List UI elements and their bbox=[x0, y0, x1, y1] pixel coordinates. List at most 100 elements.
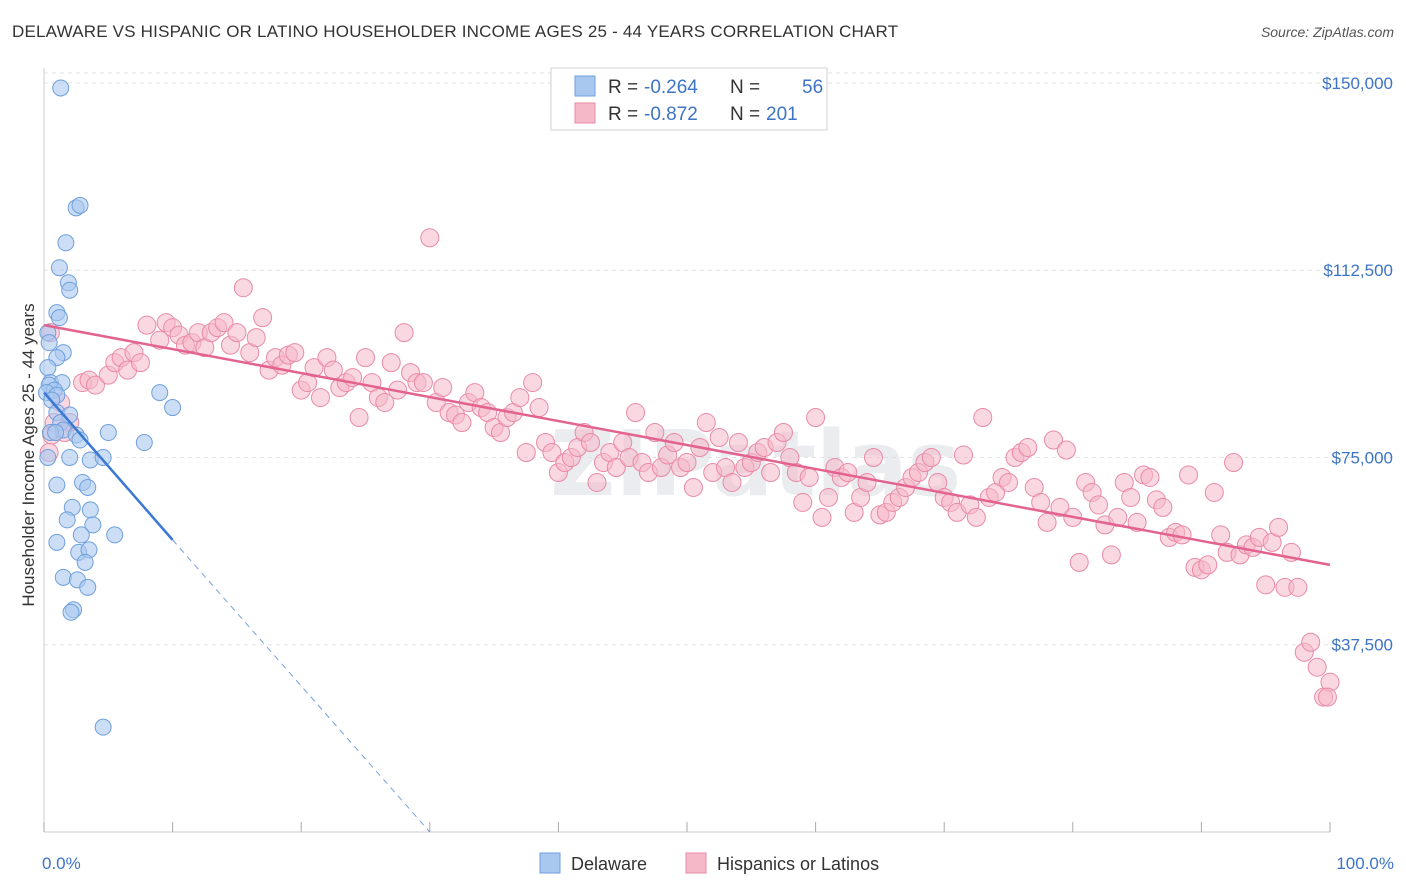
hispanic-point-152 bbox=[1018, 438, 1038, 458]
delaware-point-53 bbox=[62, 603, 80, 621]
chart-title: DELAWARE VS HISPANIC OR LATINO HOUSEHOLD… bbox=[12, 22, 899, 41]
delaware-point-22 bbox=[164, 399, 182, 417]
hispanic-point-173 bbox=[1153, 497, 1173, 517]
delaware-point-35 bbox=[94, 448, 112, 466]
hispanic-point-64 bbox=[452, 413, 472, 433]
delaware-point-48 bbox=[76, 553, 94, 571]
hispanic-point-160 bbox=[1069, 552, 1089, 572]
hispanic-point-171 bbox=[1140, 467, 1160, 487]
delaware-point-0 bbox=[52, 79, 70, 97]
delaware-point-10 bbox=[40, 334, 58, 352]
hispanic-point-55 bbox=[394, 323, 414, 343]
hispanic-point-156 bbox=[1044, 430, 1064, 450]
delaware-point-21 bbox=[151, 384, 169, 402]
delaware-point-28 bbox=[47, 424, 65, 442]
hispanic-point-121 bbox=[818, 487, 838, 507]
hispanic-point-58 bbox=[413, 373, 433, 393]
delaware-point-51 bbox=[79, 578, 97, 596]
hispanic-point-104 bbox=[709, 428, 729, 448]
bottom-legend-label-delaware: Delaware bbox=[571, 854, 647, 874]
legend-r-value-1: -0.264 bbox=[644, 77, 698, 98]
hispanic-point-106 bbox=[722, 472, 742, 492]
hispanic-point-9 bbox=[85, 375, 105, 395]
hispanic-point-73 bbox=[510, 388, 530, 408]
hispanic-point-29 bbox=[227, 323, 247, 343]
y-tick-label-3: $150,000 bbox=[1322, 74, 1393, 93]
hispanic-point-149 bbox=[999, 472, 1018, 492]
delaware-points bbox=[38, 79, 182, 736]
delaware-point-40 bbox=[81, 501, 99, 519]
delaware-point-38 bbox=[79, 478, 97, 496]
hispanic-point-61 bbox=[433, 378, 453, 398]
hispanic-point-181 bbox=[1204, 482, 1224, 502]
hispanic-point-27 bbox=[214, 313, 234, 333]
hispanic-point-163 bbox=[1089, 495, 1109, 515]
delaware-point-49 bbox=[54, 568, 72, 586]
hispanic-point-107 bbox=[728, 433, 748, 453]
delaware-point-45 bbox=[48, 533, 66, 551]
hispanic-point-194 bbox=[1288, 577, 1308, 597]
delaware-point-13 bbox=[39, 359, 57, 377]
x-tick-label-end: 100.0% bbox=[1336, 854, 1394, 873]
hispanic-point-189 bbox=[1256, 575, 1276, 595]
hispanic-point-137 bbox=[921, 447, 941, 467]
hispanic-point-180 bbox=[1198, 555, 1218, 575]
hispanic-point-85 bbox=[587, 472, 607, 492]
bottom-legend-swatch-hispanic bbox=[685, 852, 707, 874]
hispanic-point-145 bbox=[973, 408, 993, 428]
delaware-point-32 bbox=[135, 434, 153, 452]
hispanic-point-177 bbox=[1179, 465, 1199, 485]
hispanic-point-128 bbox=[863, 447, 883, 467]
delaware-point-30 bbox=[99, 424, 117, 442]
hispanic-point-200 bbox=[1317, 687, 1337, 707]
hispanic-point-197 bbox=[1307, 657, 1327, 677]
legend-n-value-1: 56 bbox=[802, 77, 823, 98]
delaware-point-33 bbox=[61, 448, 79, 466]
hispanic-point-88 bbox=[606, 457, 626, 477]
y-tick-label-2: $112,500 bbox=[1323, 261, 1393, 280]
hispanic-point-100 bbox=[683, 477, 703, 497]
hispanic-point-124 bbox=[838, 462, 858, 482]
hispanic-point-38 bbox=[285, 343, 305, 363]
hispanic-point-112 bbox=[761, 462, 781, 482]
hispanic-point-184 bbox=[1224, 452, 1244, 472]
hispanic-point-75 bbox=[523, 373, 543, 393]
legend-box bbox=[550, 67, 828, 131]
delaware-point-36 bbox=[48, 476, 66, 494]
hispanic-point-158 bbox=[1056, 440, 1076, 460]
hispanic-point-117 bbox=[793, 492, 813, 512]
hispanic-point-119 bbox=[806, 408, 826, 428]
delaware-point-43 bbox=[72, 526, 90, 544]
legend: R = -0.264 N = 56 R = -0.872 N = 201 bbox=[550, 67, 828, 131]
hispanic-point-157 bbox=[1050, 497, 1070, 517]
hispanic-trend-line bbox=[43, 323, 1331, 567]
delaware-point-6 bbox=[61, 281, 79, 299]
hispanic-point-33 bbox=[253, 308, 273, 328]
hispanic-point-118 bbox=[799, 467, 819, 487]
hispanic-point-155 bbox=[1037, 512, 1057, 532]
delaware-trend-extension bbox=[172, 539, 431, 833]
hispanic-point-30 bbox=[233, 278, 253, 298]
legend-n-label-2: N = bbox=[730, 104, 760, 125]
hispanic-point-142 bbox=[953, 445, 973, 465]
hispanic-point-42 bbox=[310, 388, 330, 408]
bottom-legend-label-hispanic: Hispanics or Latinos bbox=[717, 854, 879, 874]
hispanic-point-76 bbox=[529, 398, 549, 418]
hispanic-point-182 bbox=[1211, 525, 1231, 545]
y-axis-label: Householder Income Ages 25 - 44 years bbox=[19, 303, 38, 606]
hispanic-point-32 bbox=[246, 328, 266, 348]
legend-swatch-delaware bbox=[574, 75, 596, 97]
legend-swatch-hispanic bbox=[574, 102, 596, 124]
hispanic-point-91 bbox=[626, 403, 646, 423]
y-tick-labels: $37,500 $75,000 $112,500 $150,000 bbox=[1322, 74, 1393, 655]
hispanic-point-78 bbox=[542, 442, 562, 462]
hispanic-point-114 bbox=[773, 423, 793, 443]
delaware-point-3 bbox=[57, 234, 75, 252]
hispanic-point-168 bbox=[1121, 487, 1141, 507]
hispanic-point-74 bbox=[516, 442, 536, 462]
source-label: Source: ZipAtlas.com bbox=[1260, 24, 1394, 40]
delaware-point-55 bbox=[39, 448, 57, 466]
delaware-point-41 bbox=[58, 511, 76, 529]
hispanic-point-102 bbox=[696, 413, 716, 433]
